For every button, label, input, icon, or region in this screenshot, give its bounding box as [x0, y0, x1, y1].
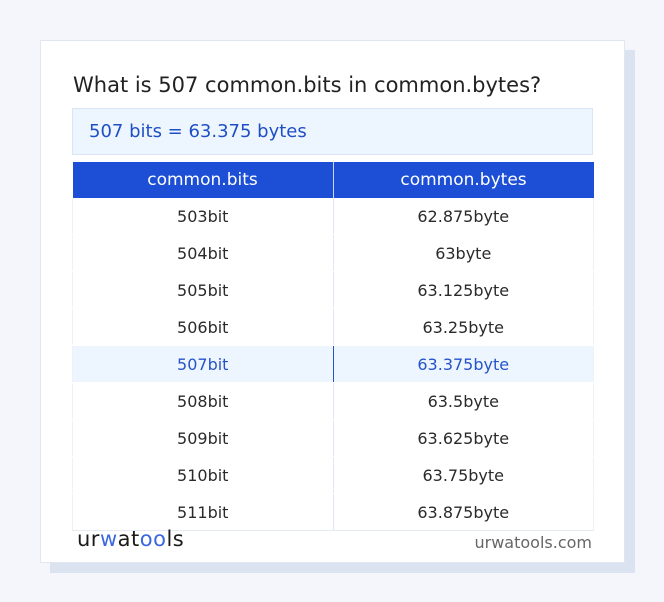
cell-bytes: 63.75byte [333, 456, 594, 494]
cell-bytes: 63.125byte [333, 271, 594, 309]
site-link[interactable]: urwatools.com [474, 533, 593, 552]
table-row: 509bit 63.625byte [72, 419, 594, 457]
header-bits: common.bits [72, 162, 334, 198]
table-row: 505bit 63.125byte [72, 271, 594, 309]
cell-bytes: 63.625byte [333, 419, 594, 457]
cell-bits: 511bit [72, 493, 334, 531]
header-bytes: common.bytes [333, 162, 594, 198]
cell-bits: 510bit [72, 456, 334, 494]
table-row: 507bit 63.375byte [72, 345, 594, 383]
cell-bytes: 63.5byte [333, 382, 594, 420]
cell-bytes: 63.875byte [333, 493, 594, 531]
cell-bits: 504bit [72, 234, 334, 272]
table-row: 503bit 62.875byte [72, 198, 594, 235]
page-title: What is 507 common.bits in common.bytes? [73, 73, 542, 97]
cell-bytes: 63.375byte [333, 345, 594, 383]
cell-bits: 506bit [72, 308, 334, 346]
conversion-table: common.bits common.bytes 503bit 62.875byt… [72, 162, 594, 531]
table-row: 510bit 63.75byte [72, 456, 594, 494]
result-text: 507 bits = 63.375 bytes [89, 121, 307, 142]
table-row: 508bit 63.5byte [72, 382, 594, 420]
cell-bits: 507bit [72, 345, 334, 383]
cell-bytes: 62.875byte [333, 198, 594, 235]
result-box: 507 bits = 63.375 bytes [72, 108, 593, 155]
table-row: 506bit 63.25byte [72, 308, 594, 346]
cell-bytes: 63.25byte [333, 308, 594, 346]
cell-bits: 505bit [72, 271, 334, 309]
cell-bits: 508bit [72, 382, 334, 420]
table-header: common.bits common.bytes [72, 162, 594, 198]
conversion-card: What is 507 common.bits in common.bytes?… [40, 40, 625, 563]
cell-bits: 509bit [72, 419, 334, 457]
cell-bytes: 63byte [333, 234, 594, 272]
table-row: 511bit 63.875byte [72, 493, 594, 531]
cell-bits: 503bit [72, 198, 334, 235]
urwatools-logo[interactable]: urwatools [77, 527, 185, 551]
table-row: 504bit 63byte [72, 234, 594, 272]
